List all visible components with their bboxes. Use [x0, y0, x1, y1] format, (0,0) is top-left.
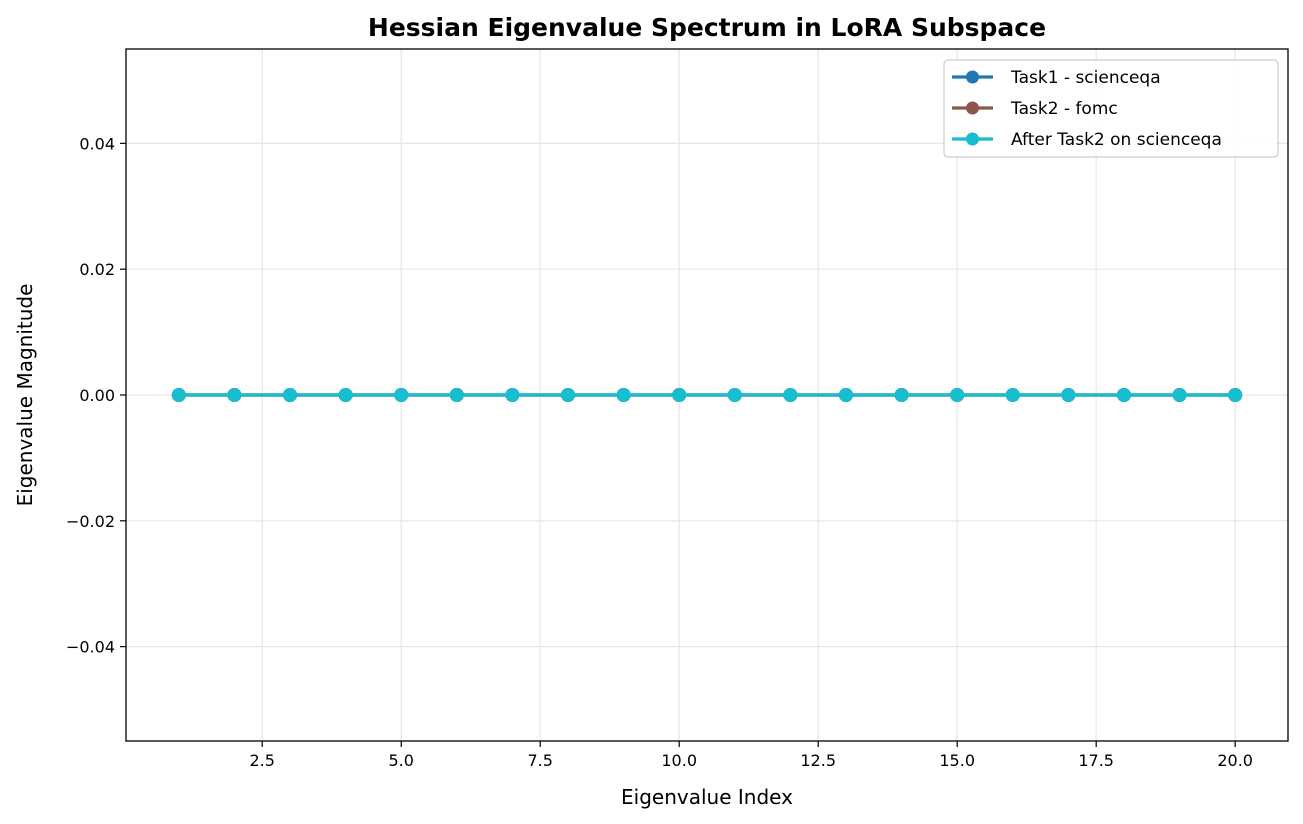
data-point: [1116, 388, 1131, 402]
legend: Task1 - scienceqa Task2 - fomc After Task2…: [943, 59, 1279, 158]
data-point: [561, 388, 576, 402]
data-point: [1172, 388, 1187, 402]
legend-label: After Task2 on scienceqa: [1011, 130, 1222, 150]
legend-label: Task2 - fomc: [1010, 99, 1118, 119]
legend-marker: [966, 132, 979, 146]
data-point: [950, 388, 965, 402]
series-3: [171, 388, 1243, 402]
series-layer: [171, 388, 1243, 402]
legend-marker: [966, 70, 979, 84]
x-tick-label: 10.0: [661, 751, 697, 770]
x-tick-label: 5.0: [388, 751, 413, 770]
legend-entry: After Task2 on scienceqa: [952, 130, 1222, 150]
legend-entry: Task2 - fomc: [952, 99, 1118, 119]
y-axis-label: Eigenvalue Magnitude: [13, 284, 37, 507]
x-tick-label: 15.0: [939, 751, 975, 770]
x-tick-label: 12.5: [800, 751, 836, 770]
legend-entry: Task1 - scienceqa: [952, 68, 1161, 88]
data-point: [171, 388, 186, 402]
legend-label: Task1 - scienceqa: [1010, 68, 1161, 88]
legend-box: [943, 59, 1279, 158]
x-tick-label: 20.0: [1217, 751, 1253, 770]
data-point: [1228, 388, 1243, 402]
data-point: [338, 388, 353, 402]
data-point: [394, 388, 409, 402]
x-tick-label: 7.5: [527, 751, 552, 770]
data-point: [727, 388, 742, 402]
ticks: 2.5 5.0 7.5 10.0 12.5 15.0 17.5 20.0 −0.04 −0.02 0…: [66, 134, 1253, 770]
data-point: [1061, 388, 1076, 402]
legend-marker: [966, 101, 979, 115]
data-point: [616, 388, 631, 402]
x-tick-label: 17.5: [1078, 751, 1114, 770]
data-point: [672, 388, 687, 402]
chart-title: Hessian Eigenvalue Spectrum in LoRA Subs…: [368, 13, 1046, 42]
data-point: [283, 388, 298, 402]
data-point: [838, 388, 853, 402]
y-tick-label: 0.02: [79, 260, 115, 279]
data-point: [894, 388, 909, 402]
data-point: [227, 388, 242, 402]
y-tick-label: −0.04: [66, 638, 115, 657]
y-tick-label: −0.02: [66, 512, 115, 531]
y-tick-label: 0.00: [79, 386, 115, 405]
x-axis-label: Eigenvalue Index: [621, 785, 793, 809]
data-point: [505, 388, 520, 402]
y-tick-label: 0.04: [79, 134, 115, 153]
data-point: [449, 388, 464, 402]
x-tick-label: 2.5: [249, 751, 274, 770]
data-point: [1005, 388, 1020, 402]
data-point: [783, 388, 798, 402]
